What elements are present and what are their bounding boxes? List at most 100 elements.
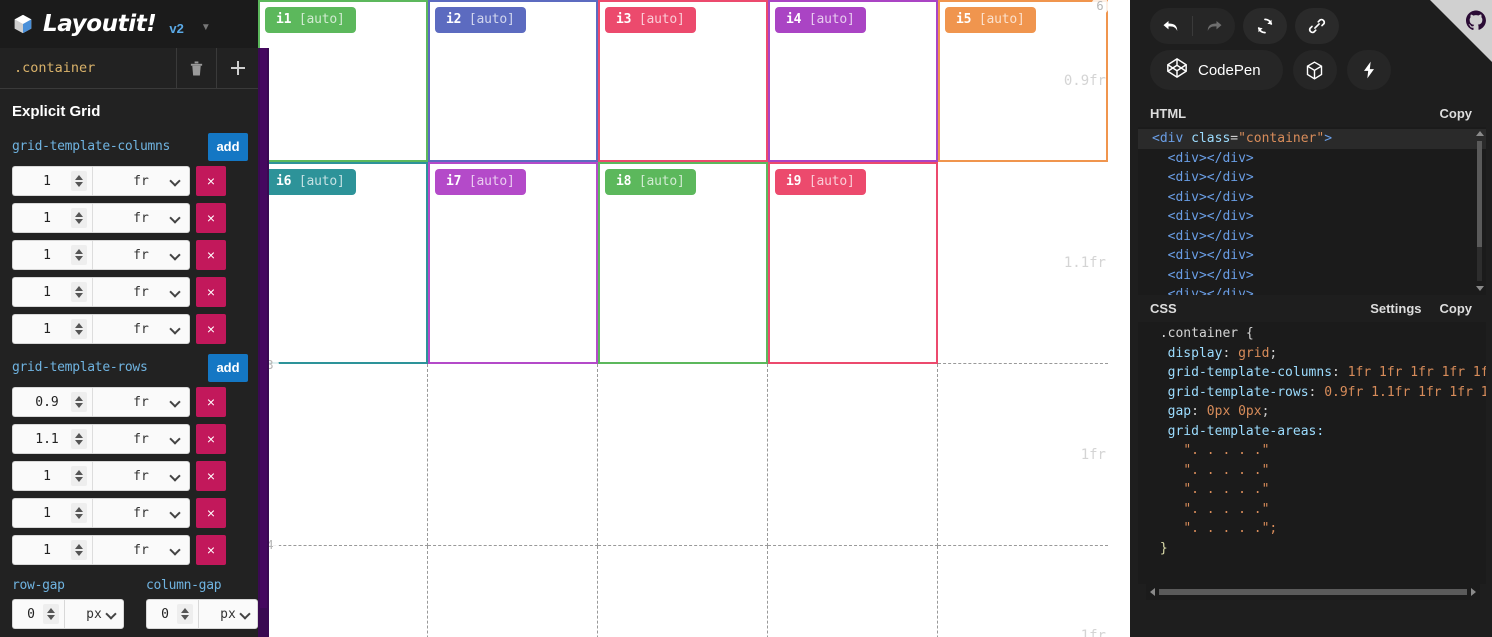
remove-row-button[interactable]: × — [196, 387, 226, 417]
grid-item-badge[interactable]: i7 [auto] — [435, 169, 526, 195]
css-code-editor[interactable]: .container { display: grid; grid-templat… — [1138, 322, 1486, 584]
remove-column-button[interactable]: × — [196, 203, 226, 233]
html-scrollbar[interactable] — [1474, 129, 1484, 293]
column-track-unit-select[interactable]: fr — [92, 240, 190, 270]
row-track-value-input[interactable]: 1 — [12, 461, 92, 491]
grid-item-badge[interactable]: i5 [auto] — [945, 7, 1036, 33]
chevron-down-icon[interactable]: ▼ — [200, 21, 211, 33]
code-line[interactable]: <div></div> — [1167, 150, 1254, 166]
code-line[interactable]: } — [1138, 539, 1486, 559]
row-track-value-input[interactable]: 1 — [12, 535, 92, 565]
grid-cell[interactable] — [768, 364, 938, 546]
code-line[interactable]: display: grid; — [1167, 345, 1278, 361]
code-line[interactable]: <div></div> — [1167, 287, 1254, 295]
undo-arrow-icon[interactable] — [1150, 8, 1192, 44]
grid-cell[interactable] — [428, 364, 598, 546]
grid-item-badge[interactable]: i3 [auto] — [605, 7, 696, 33]
code-line[interactable]: ". . . . ." — [1138, 480, 1486, 500]
remove-column-button[interactable]: × — [196, 277, 226, 307]
code-line[interactable]: ". . . . ." — [1138, 461, 1486, 481]
code-line[interactable]: <div></div> — [1167, 170, 1254, 185]
grid-item-i6[interactable]: i6 [auto] — [258, 162, 428, 364]
selector-input[interactable]: .container — [0, 48, 177, 88]
grid-item-i2[interactable]: i2 [auto] — [428, 0, 598, 162]
stepper-icon[interactable] — [71, 245, 87, 265]
stepper-icon[interactable] — [71, 392, 87, 412]
code-line[interactable]: <div></div> — [1167, 267, 1254, 283]
stepper-icon[interactable] — [71, 466, 87, 486]
stepper-icon[interactable] — [71, 282, 87, 302]
row-track-unit-select[interactable]: fr — [92, 461, 190, 491]
grid-cell[interactable] — [258, 546, 428, 637]
stepper-icon[interactable] — [177, 604, 193, 624]
column-track-unit-select[interactable]: fr — [92, 203, 190, 233]
scrollbar-thumb[interactable] — [1477, 141, 1482, 247]
code-line[interactable]: grid-template-areas: — [1138, 422, 1486, 442]
row-gap-input[interactable]: 0 — [12, 599, 64, 629]
stepper-icon[interactable] — [71, 540, 87, 560]
row-track-unit-select[interactable]: fr — [92, 387, 190, 417]
grid-item-i5[interactable]: i5 [auto] — [938, 0, 1108, 162]
lightning-bolt-icon[interactable] — [1346, 50, 1391, 90]
grid-cell[interactable] — [938, 162, 1108, 364]
code-line[interactable]: grid-template-columns: 1fr 1fr 1fr 1fr 1… — [1138, 363, 1486, 383]
html-code-editor[interactable]: <div class="container"> <div></div> <div… — [1138, 127, 1486, 295]
grid-line-number-6[interactable]: 6 — [1091, 0, 1109, 15]
column-track-unit-select[interactable]: fr — [92, 166, 190, 196]
trash-icon[interactable] — [177, 48, 217, 88]
remove-row-button[interactable]: × — [196, 424, 226, 454]
cube-icon[interactable] — [1292, 50, 1337, 90]
grid-canvas[interactable]: 0.9fr 1.1fr 1fr 1fr 3 4 6 i1 [auto] i2 [… — [258, 0, 1130, 637]
css-settings-button[interactable]: Settings — [1370, 301, 1422, 316]
row-track-value-input[interactable]: 0.9 — [12, 387, 92, 417]
remove-column-button[interactable]: × — [196, 166, 226, 196]
sidebar-scrollbar[interactable] — [258, 48, 269, 637]
scroll-down-arrow-icon[interactable] — [1476, 286, 1484, 291]
grid-cell[interactable] — [598, 546, 768, 637]
stepper-icon[interactable] — [71, 208, 87, 228]
grid-cell[interactable] — [258, 364, 428, 546]
stepper-icon[interactable] — [71, 429, 87, 449]
stepper-icon[interactable] — [71, 319, 87, 339]
code-line[interactable]: <div></div> — [1167, 248, 1254, 263]
grid-item-badge[interactable]: i4 [auto] — [775, 7, 866, 33]
css-horizontal-scrollbar[interactable] — [1146, 584, 1480, 600]
stepper-icon[interactable] — [71, 171, 87, 191]
grid-item-i8[interactable]: i8 [auto] — [598, 162, 768, 364]
column-gap-input[interactable]: 0 — [146, 599, 198, 629]
plus-icon[interactable] — [217, 48, 258, 88]
code-line[interactable]: grid-template-rows: 0.9fr 1.1fr 1fr 1fr … — [1138, 383, 1486, 403]
row-track-value-input[interactable]: 1.1 — [12, 424, 92, 454]
add-column-button[interactable]: add — [208, 132, 248, 161]
column-track-unit-select[interactable]: fr — [92, 277, 190, 307]
grid-item-badge[interactable]: i2 [auto] — [435, 7, 526, 33]
codepen-button[interactable]: CodePen — [1150, 50, 1283, 90]
remove-row-button[interactable]: × — [196, 498, 226, 528]
column-track-unit-select[interactable]: fr — [92, 314, 190, 344]
column-track-value-input[interactable]: 1 — [12, 166, 92, 196]
remove-row-button[interactable]: × — [196, 461, 226, 491]
code-line[interactable]: <div></div> — [1167, 189, 1254, 205]
row-track-unit-select[interactable]: fr — [92, 498, 190, 528]
grid-item-badge[interactable]: i1 [auto] — [265, 7, 356, 33]
row-gap-unit-select[interactable]: px — [64, 599, 124, 629]
row-track-value-input[interactable]: 1 — [12, 498, 92, 528]
column-track-value-input[interactable]: 1 — [12, 277, 92, 307]
column-track-value-input[interactable]: 1 — [12, 314, 92, 344]
column-track-value-input[interactable]: 1 — [12, 203, 92, 233]
remove-column-button[interactable]: × — [196, 314, 226, 344]
grid-cell[interactable] — [938, 364, 1108, 546]
row-track-unit-select[interactable]: fr — [92, 535, 190, 565]
code-line[interactable]: ". . . . ." — [1138, 441, 1486, 461]
column-gap-unit-select[interactable]: px — [198, 599, 258, 629]
code-line[interactable]: .container { — [1138, 324, 1486, 344]
add-row-button[interactable]: add — [208, 353, 248, 382]
stepper-icon[interactable] — [71, 503, 87, 523]
css-copy-button[interactable]: Copy — [1439, 301, 1473, 316]
column-track-value-input[interactable]: 1 — [12, 240, 92, 270]
code-line[interactable]: <div class="container"> — [1138, 129, 1486, 149]
scroll-up-arrow-icon[interactable] — [1476, 131, 1484, 136]
remove-row-button[interactable]: × — [196, 535, 226, 565]
grid-cell[interactable] — [598, 364, 768, 546]
html-copy-button[interactable]: Copy — [1439, 106, 1473, 121]
